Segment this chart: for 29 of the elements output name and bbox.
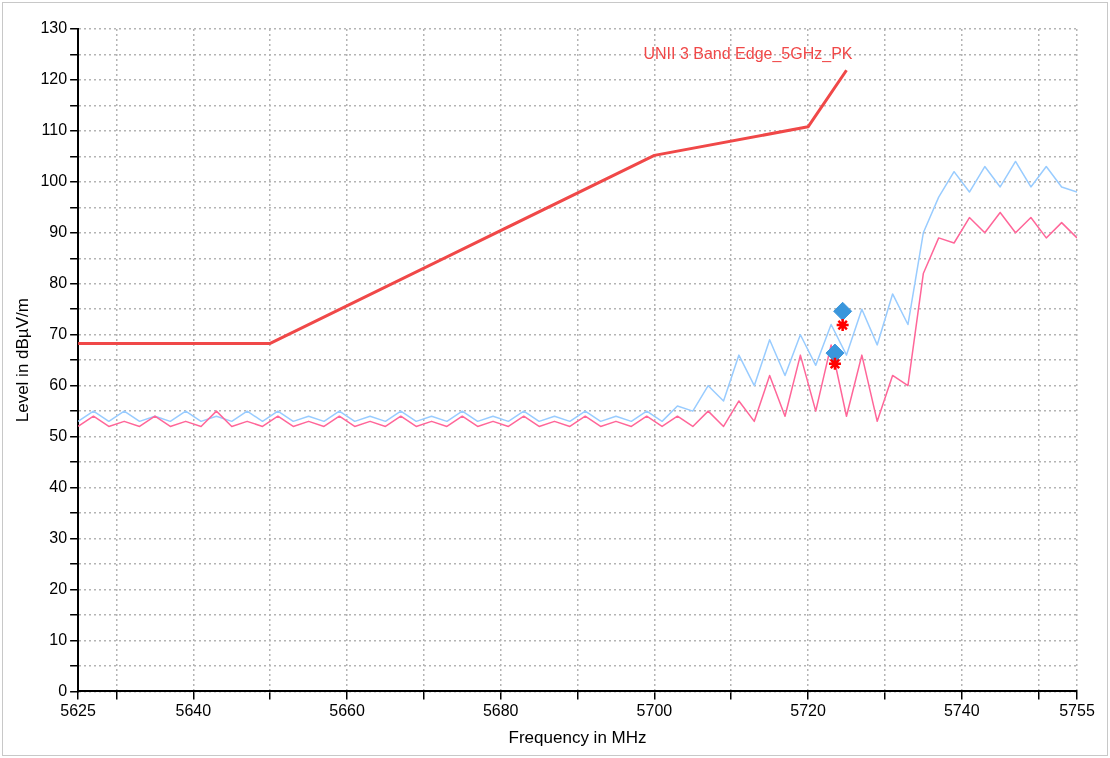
y-tick-label: 80: [49, 274, 68, 292]
x-tick-label: 5755: [1059, 702, 1095, 720]
x-tick-label: 5700: [636, 702, 673, 720]
y-axis-title: Level in dBµV/m: [12, 298, 32, 423]
y-tick-label: 20: [49, 579, 68, 597]
y-tick-label: 30: [49, 528, 68, 546]
x-tick-label: 5680: [482, 702, 519, 720]
series-label: UNII 3 Band Edge_5GHz_PK: [643, 44, 853, 63]
y-tick-label: 120: [40, 70, 68, 88]
y-tick-label: 10: [49, 630, 68, 648]
point: [833, 301, 853, 321]
point: [835, 317, 850, 333]
x-tick-label: 5625: [60, 702, 96, 720]
x-tick-label: 5740: [943, 702, 980, 720]
y-tick-label: 70: [49, 325, 68, 343]
x-tick-label: 5720: [790, 702, 826, 720]
point: [825, 343, 845, 363]
y-tick-label: 100: [40, 172, 68, 190]
y-tick-label: 90: [49, 223, 68, 241]
point: [827, 356, 843, 372]
x-tick-label: 5640: [175, 702, 212, 720]
y-tick-label: 50: [49, 427, 68, 445]
y-tick-label: 60: [49, 376, 68, 394]
y-tick-label: 0: [58, 681, 68, 699]
y-tick-label: 130: [40, 19, 68, 37]
y-tick-label: 110: [41, 121, 68, 139]
y-tick-label: 40: [49, 477, 68, 495]
x-tick-label: 5660: [329, 702, 365, 720]
x-axis-title: Frequency in MHz: [508, 728, 647, 748]
